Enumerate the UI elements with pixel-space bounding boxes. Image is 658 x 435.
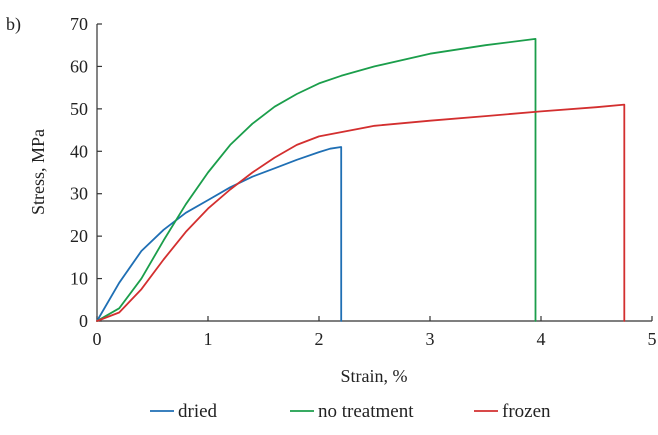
x-axis-title: Strain, % — [341, 366, 408, 386]
plot-area: 0 1 2 3 4 5 0 10 20 30 40 50 60 70 — [70, 14, 657, 349]
y-tick-label: 40 — [70, 141, 88, 161]
y-axis-title: Stress, MPa — [28, 129, 48, 215]
y-tick-label: 50 — [70, 99, 88, 119]
x-tick-label: 4 — [537, 329, 546, 349]
y-tick-label: 60 — [70, 56, 88, 76]
y-tick-label: 20 — [70, 226, 88, 246]
legend-label: no treatment — [318, 401, 414, 422]
x-tick-label: 1 — [204, 329, 213, 349]
y-tick-label: 0 — [79, 311, 88, 331]
legend-label: dried — [178, 401, 218, 422]
legend: dried no treatment frozen — [150, 401, 551, 422]
y-ticks: 0 10 20 30 40 50 60 70 — [70, 14, 102, 331]
series-line-frozen — [96, 103, 626, 322]
panel-label: b) — [6, 14, 21, 35]
x-tick-label: 3 — [426, 329, 435, 349]
y-tick-label: 70 — [70, 14, 88, 34]
y-tick-label: 10 — [70, 269, 88, 289]
x-tick-label: 5 — [648, 329, 657, 349]
x-tick-label: 0 — [93, 329, 102, 349]
x-tick-label: 2 — [315, 329, 324, 349]
legend-label: frozen — [502, 401, 551, 422]
series-line-no-treatment — [96, 38, 537, 322]
series-line-dried — [96, 146, 343, 322]
series-lines — [96, 38, 626, 322]
y-tick-label: 30 — [70, 184, 88, 204]
